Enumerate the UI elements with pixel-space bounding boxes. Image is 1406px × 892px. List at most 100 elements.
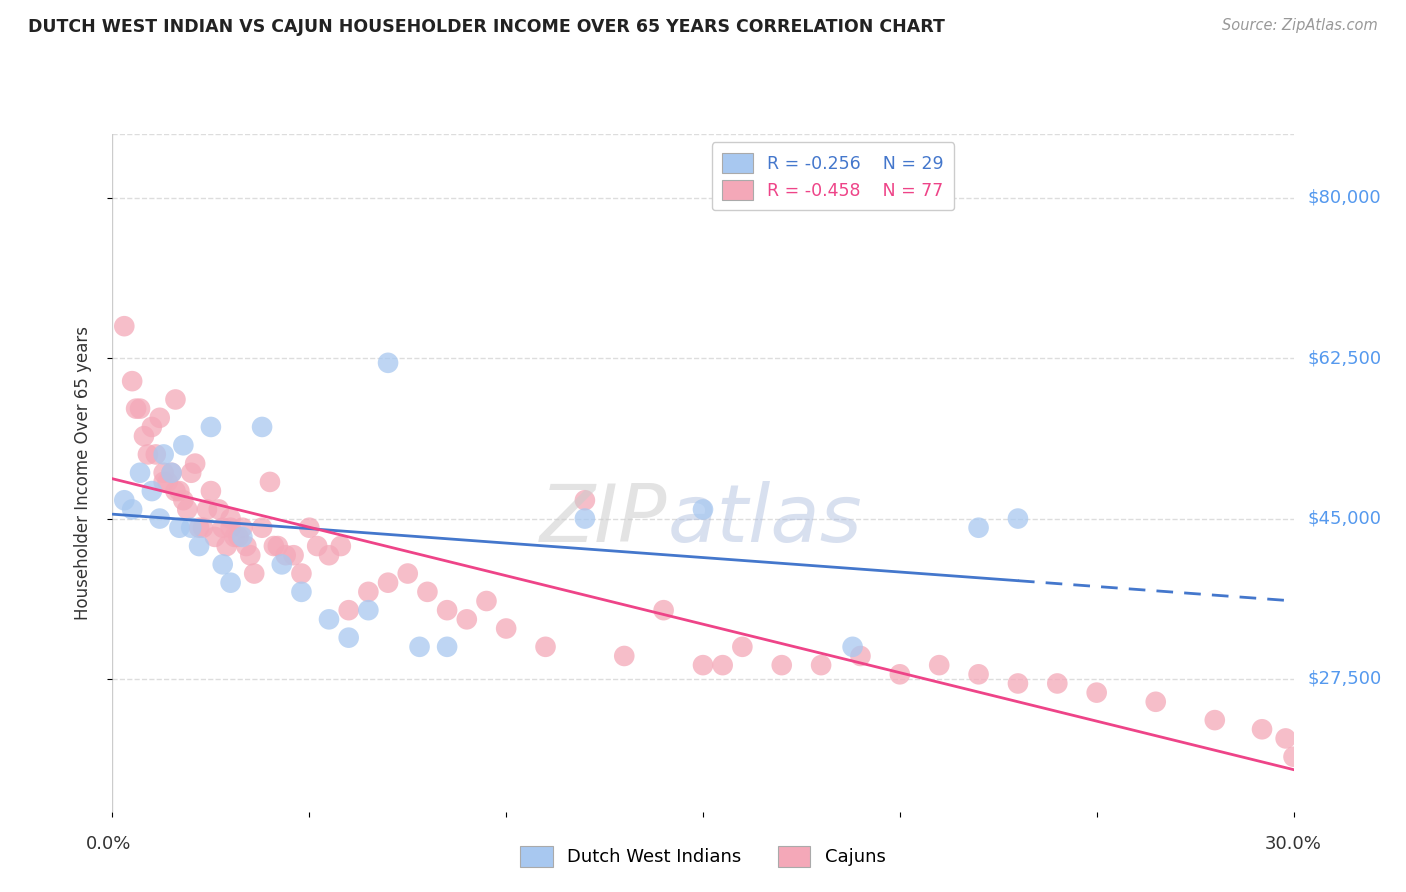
Point [357,603,380,617]
Point [416,585,439,599]
Point [270,558,292,572]
Text: 0.0%: 0.0% [86,835,131,853]
Point [145,447,167,461]
Text: Source: ZipAtlas.com: Source: ZipAtlas.com [1222,18,1378,33]
Point [172,493,194,508]
Point [160,466,183,480]
Point [112,493,135,508]
Point [149,511,172,525]
Point [211,558,233,572]
Point [121,374,143,388]
Point [283,548,305,562]
Point [711,658,734,673]
Point [152,466,174,480]
Point [889,667,911,681]
Point [141,484,163,499]
Point [436,603,458,617]
Point [152,475,174,489]
Point [1085,685,1108,699]
Point [219,511,242,525]
Point [475,594,498,608]
Point [692,502,714,516]
Point [574,511,596,525]
Point [810,658,832,673]
Point [408,640,430,654]
Text: 30.0%: 30.0% [1265,835,1322,853]
Point [849,648,872,663]
Text: $62,500: $62,500 [1308,350,1382,368]
Text: DUTCH WEST INDIAN VS CAJUN HOUSEHOLDER INCOME OVER 65 YEARS CORRELATION CHART: DUTCH WEST INDIAN VS CAJUN HOUSEHOLDER I… [28,18,945,36]
Point [243,566,266,581]
Point [231,530,253,544]
Point [652,603,675,617]
Point [215,539,238,553]
Point [152,447,174,461]
Point [112,319,135,334]
Point [180,466,202,480]
Point [224,530,246,544]
Point [250,420,273,434]
Point [165,392,187,407]
Point [928,658,950,673]
Point [121,502,143,516]
Point [176,502,198,516]
Y-axis label: Householder Income Over 65 years: Householder Income Over 65 years [73,326,91,620]
Point [169,484,191,499]
Point [967,521,990,535]
Point [290,585,312,599]
Point [191,521,214,535]
Text: $45,000: $45,000 [1308,509,1382,527]
Point [377,356,399,370]
Point [456,612,478,626]
Point [160,466,183,480]
Point [731,640,754,654]
Point [219,575,242,590]
Point [250,521,273,535]
Point [613,648,636,663]
Point [337,631,360,645]
Point [396,566,419,581]
Point [290,566,312,581]
Point [1007,676,1029,690]
Point [165,484,187,499]
Point [195,502,218,516]
Point [219,521,242,535]
Point [574,493,596,508]
Point [141,420,163,434]
Point [204,530,226,544]
Point [357,585,380,599]
Point [129,466,152,480]
Point [1204,713,1226,727]
Point [298,521,321,535]
Point [169,521,191,535]
Point [1274,731,1296,746]
Point [770,658,793,673]
Point [495,622,517,636]
Point [318,612,340,626]
Point [318,548,340,562]
Point [180,521,202,535]
Point [188,539,211,553]
Point [841,640,863,654]
Point [967,667,990,681]
Point [1007,511,1029,525]
Point [239,548,262,562]
Point [231,521,253,535]
Point [136,447,159,461]
Point [129,401,152,416]
Point [235,539,257,553]
Point [132,429,155,443]
Point [200,420,222,434]
Text: $80,000: $80,000 [1308,189,1381,207]
Point [692,658,714,673]
Text: $27,500: $27,500 [1308,670,1382,688]
Point [1282,749,1305,764]
Point [337,603,360,617]
Point [200,484,222,499]
Point [208,502,231,516]
Point [1251,723,1274,737]
Point [1046,676,1069,690]
Point [211,521,233,535]
Point [307,539,329,553]
Text: atlas: atlas [668,481,862,559]
